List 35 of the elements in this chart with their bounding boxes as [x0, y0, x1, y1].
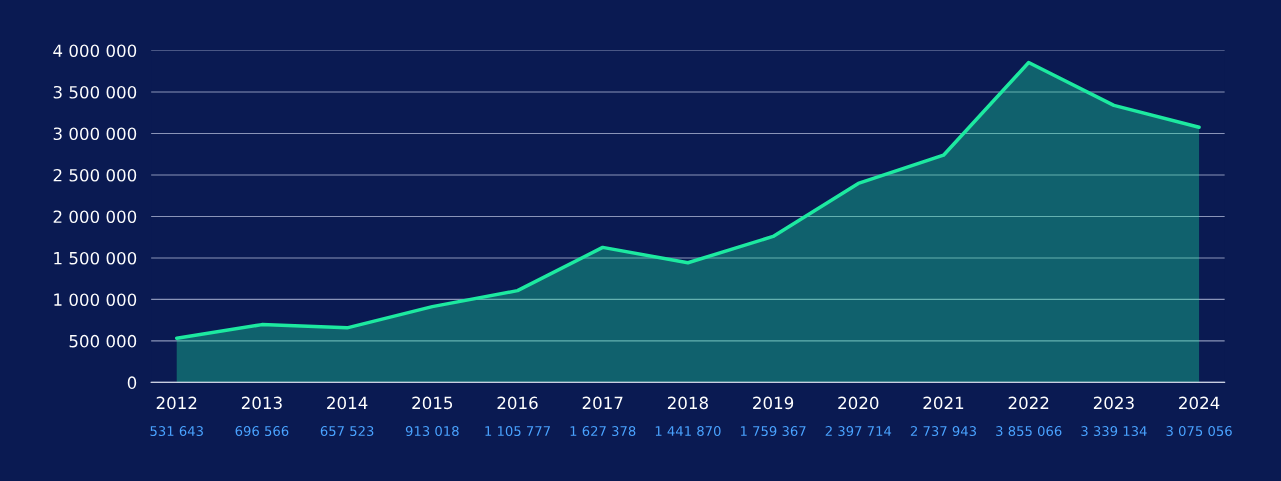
- x-tick-label: 2022: [1008, 396, 1049, 410]
- data-label: 913 018: [405, 426, 459, 437]
- data-label: 2 737 943: [910, 426, 977, 437]
- x-tick-label: 2016: [497, 396, 538, 410]
- data-label: 531 643: [150, 426, 203, 437]
- y-tick-label: 1 000 000: [54, 293, 137, 306]
- data-label: 3 075 056: [1166, 426, 1232, 437]
- data-label: 2 397 714: [825, 426, 892, 437]
- y-tick-label: 500 000: [69, 334, 137, 348]
- data-label: 3 855 066: [996, 426, 1062, 437]
- x-tick-label: 2021: [923, 396, 964, 410]
- x-tick-label: 2012: [156, 396, 197, 410]
- data-label: 657 523: [320, 426, 374, 437]
- x-tick-label: 2020: [838, 396, 879, 410]
- data-label: 1 759 367: [740, 426, 806, 437]
- y-tick-label: 3 500 000: [53, 85, 137, 99]
- x-tick-label: 2017: [582, 396, 623, 410]
- y-tick-label: 2 000 000: [53, 210, 137, 224]
- x-tick-label: 2013: [241, 396, 282, 410]
- y-tick-label: 1 500 000: [54, 251, 137, 265]
- data-label: 1 627 378: [570, 426, 636, 437]
- data-label: 696 566: [235, 426, 289, 437]
- y-tick-label: 3 000 000: [53, 127, 137, 141]
- x-tick-label: 2015: [412, 396, 453, 410]
- data-label: 1 441 870: [655, 426, 721, 437]
- x-tick-label: 2024: [1179, 396, 1220, 410]
- y-tick-label: 2 500 000: [53, 168, 137, 182]
- y-tick-label: 4 000 000: [53, 44, 137, 58]
- data-label: 3 339 134: [1081, 426, 1147, 437]
- x-tick-label: 2014: [327, 396, 368, 410]
- x-tick-label: 2019: [753, 396, 794, 410]
- y-tick-label: 0: [127, 376, 137, 389]
- data-label: 1 105 777: [485, 426, 550, 437]
- x-tick-label: 2018: [667, 396, 708, 410]
- x-tick-label: 2023: [1093, 396, 1134, 410]
